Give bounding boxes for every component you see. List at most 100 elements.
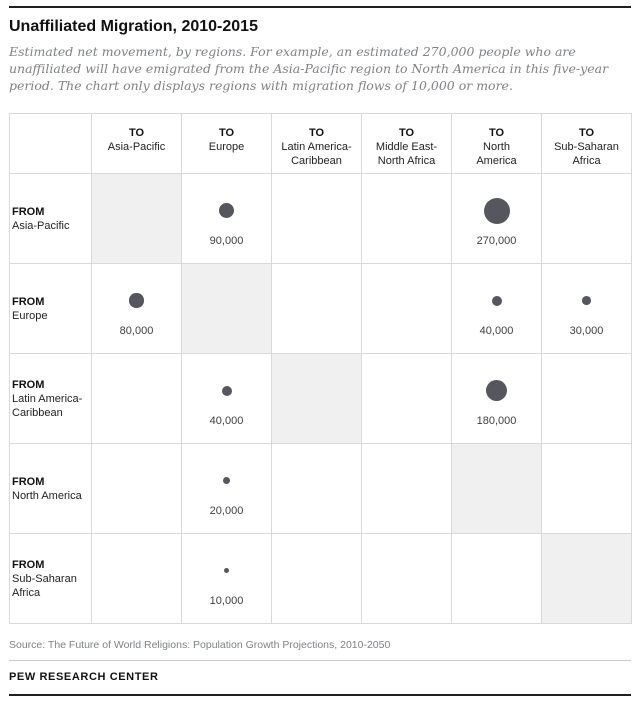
matrix-cell: 40,000 — [181, 353, 272, 444]
column-region-name: Sub-Saharan — [554, 141, 619, 153]
source-note: Source: The Future of World Religions: P… — [9, 639, 391, 651]
matrix-cell — [91, 353, 182, 444]
top-rule — [9, 6, 631, 8]
to-label: TO — [488, 127, 505, 139]
bubble-value-label: 270,000 — [476, 234, 517, 247]
bubble-area — [452, 281, 541, 321]
matrix-corner-cell — [9, 113, 92, 174]
from-label: FROM — [12, 378, 45, 391]
chart-title: Unaffiliated Migration, 2010-2015 — [9, 18, 258, 35]
brand-label: PEW RESEARCH CENTER — [9, 671, 159, 683]
bubble-value-label: 80,000 — [119, 324, 154, 337]
matrix-cell — [541, 353, 632, 444]
from-label: FROM — [12, 205, 45, 218]
migration-bubble — [222, 476, 231, 485]
matrix-cell — [361, 263, 452, 354]
bubble-area — [542, 281, 631, 321]
row-region-name: Africa — [12, 586, 41, 599]
matrix-cell — [271, 263, 362, 354]
row-region-name: Sub-Saharan — [12, 572, 77, 585]
column-header: TO Latin America- Caribbean — [271, 113, 362, 174]
row-header: FROM Latin America- Caribbean — [9, 353, 92, 444]
migration-bubble — [485, 379, 508, 402]
to-label: TO — [578, 127, 595, 139]
from-label: FROM — [12, 558, 45, 571]
matrix-row: FROM North America 20,000 — [9, 443, 632, 534]
column-header: TO North America — [451, 113, 542, 174]
column-region-name: North — [483, 141, 510, 153]
matrix-cell — [91, 443, 182, 534]
matrix-cell: 180,000 — [451, 353, 542, 444]
bubble-value-label: 40,000 — [479, 324, 514, 337]
matrix-cell — [271, 533, 362, 624]
matrix-cell — [541, 533, 632, 624]
column-region-name: North Africa — [377, 155, 436, 167]
matrix-cell — [541, 443, 632, 534]
row-region-name: North America — [12, 489, 82, 502]
to-label: TO — [398, 127, 415, 139]
row-region-name: Caribbean — [12, 406, 63, 419]
column-region-name: Caribbean — [291, 155, 342, 167]
chart-subtitle: Estimated net movement, by regions. For … — [9, 44, 609, 93]
bubble-area — [92, 281, 181, 321]
bubble-area — [182, 191, 271, 231]
bubble-value-label: 180,000 — [476, 414, 517, 427]
matrix-cell: 30,000 — [541, 263, 632, 354]
column-region-name: Africa — [572, 155, 601, 167]
matrix-cell — [181, 263, 272, 354]
column-region-name: Middle East- — [375, 141, 438, 153]
bubble-area — [452, 371, 541, 411]
column-header: TO Asia-Pacific — [91, 113, 182, 174]
migration-bubble — [582, 296, 591, 305]
column-header: TO Middle East- North Africa — [361, 113, 452, 174]
to-label: TO — [308, 127, 325, 139]
matrix-row: FROM Sub-Saharan Africa 10,000 — [9, 533, 632, 624]
bubble-area — [182, 551, 271, 591]
bubble-area — [182, 371, 271, 411]
matrix-cell: 270,000 — [451, 173, 542, 264]
row-region-name: Latin America- — [12, 392, 83, 405]
bubble-value-label: 90,000 — [209, 234, 244, 247]
column-header: TO Europe — [181, 113, 272, 174]
matrix-cell — [91, 173, 182, 264]
column-region-name: Asia-Pacific — [107, 141, 166, 153]
footer-divider — [9, 660, 631, 661]
chart-card: Unaffiliated Migration, 2010-2015 Estima… — [0, 6, 640, 696]
migration-matrix: TO Asia-Pacific TO Europe TO Latin America- Ca… — [9, 113, 632, 624]
bubble-area — [452, 191, 541, 231]
matrix-header-row: TO Asia-Pacific TO Europe TO Latin America- Ca… — [9, 113, 632, 174]
to-label: TO — [128, 127, 145, 139]
to-label: TO — [218, 127, 235, 139]
bubble-value-label: 30,000 — [569, 324, 604, 337]
row-header: FROM Europe — [9, 263, 92, 354]
matrix-row: FROM Asia-Pacific 90,000 270,000 — [9, 173, 632, 264]
column-region-name: Latin America- — [281, 141, 352, 153]
from-label: FROM — [12, 475, 45, 488]
matrix-cell: 20,000 — [181, 443, 272, 534]
matrix-cell: 90,000 — [181, 173, 272, 264]
bubble-value-label: 10,000 — [209, 594, 244, 607]
matrix-row: FROM Latin America- Caribbean 40,000 180,000 — [9, 353, 632, 444]
bubble-value-label: 20,000 — [209, 504, 244, 517]
row-region-name: Asia-Pacific — [12, 219, 70, 232]
row-header: FROM North America — [9, 443, 92, 534]
matrix-row: FROM Europe 80,000 40,000 30,000 — [9, 263, 632, 354]
bubble-area — [182, 461, 271, 501]
migration-bubble — [483, 197, 510, 224]
matrix-cell — [361, 443, 452, 534]
matrix-cell — [271, 443, 362, 534]
row-header: FROM Sub-Saharan Africa — [9, 533, 92, 624]
matrix-cell — [361, 173, 452, 264]
matrix-cell — [451, 533, 542, 624]
row-region-name: Europe — [12, 309, 48, 322]
column-header: TO Sub-Saharan Africa — [541, 113, 632, 174]
from-label: FROM — [12, 295, 45, 308]
matrix-cell — [361, 533, 452, 624]
bubble-value-label: 40,000 — [209, 414, 244, 427]
column-region-name: Europe — [208, 141, 245, 153]
migration-bubble — [491, 295, 502, 306]
migration-bubble — [129, 293, 144, 308]
matrix-cell — [271, 173, 362, 264]
matrix-cell — [541, 173, 632, 264]
matrix-cell — [451, 443, 542, 534]
